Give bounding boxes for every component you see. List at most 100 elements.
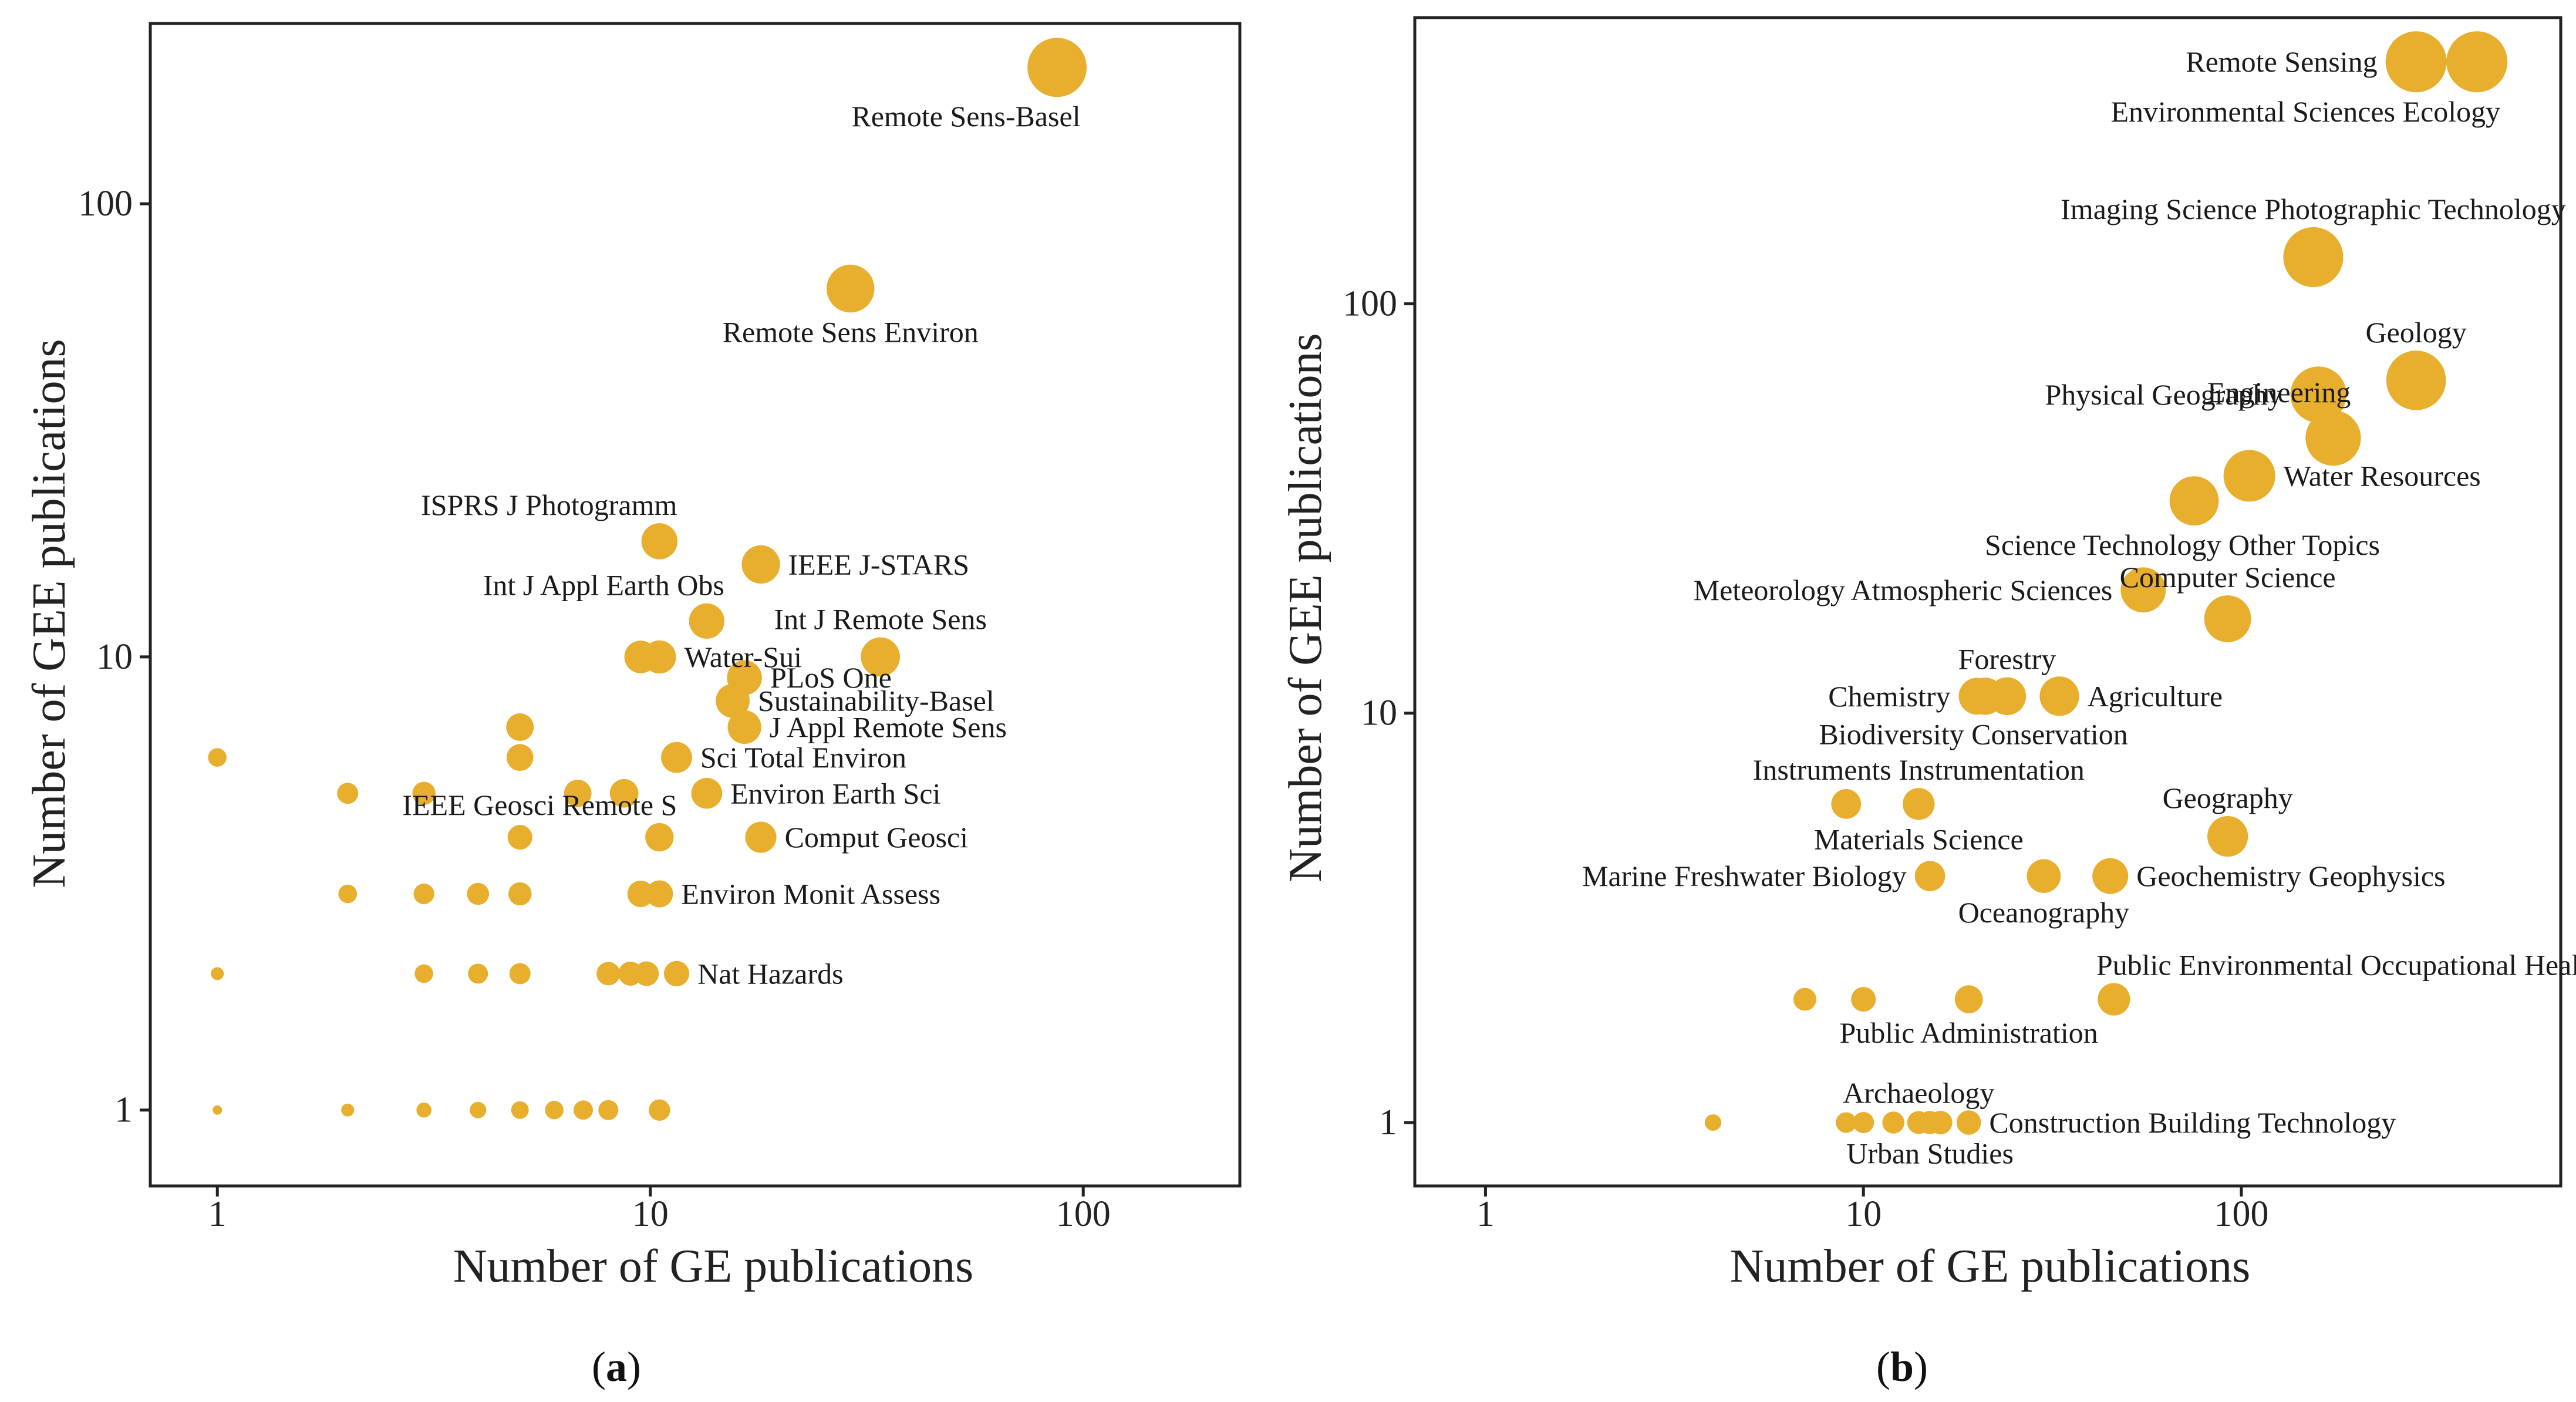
point-label-comput-geosci: Comput Geosci [785, 821, 968, 854]
point-label-archaeology: Archaeology [1843, 1077, 1994, 1110]
data-point-physical-geography [2290, 366, 2347, 423]
data-point-oceanography [2027, 859, 2061, 893]
data-point-environ-earth-sci [691, 777, 723, 809]
point-label-nat-hazards: Nat Hazards [697, 957, 844, 990]
panel-b-y-ticks: 1 10 100 [1343, 284, 1415, 1143]
panel-a-x-tick-label: 100 [1056, 1194, 1111, 1234]
data-point [609, 778, 639, 808]
panel-a-points [208, 38, 1087, 1121]
panel-b-y-tick-label: 100 [1343, 284, 1397, 323]
panel-a-x-tick-label: 10 [632, 1194, 669, 1234]
data-point [545, 1100, 564, 1120]
point-label-agriculture: Agriculture [2088, 680, 2223, 713]
point-label-int-j-remote-sens: Int J Remote Sens [774, 603, 986, 636]
data-point-imaging-science-photographic-technology [2283, 227, 2344, 287]
panel-b-x-ticks: 1 10 100 [1476, 1186, 2268, 1234]
point-label-sci-total-environ: Sci Total Environ [700, 741, 906, 774]
point-label-environmental-sciences-ecology: Environmental Sciences Ecology [2110, 95, 2500, 128]
point-label-construction-building-technology: Construction Building Technology [1989, 1106, 2396, 1139]
data-point-agriculture [2039, 676, 2079, 716]
point-label-forestry: Forestry [1958, 643, 2056, 676]
point-label-geochemistry-geophysics: Geochemistry Geophysics [2136, 860, 2445, 892]
panel-a-y-axis-label: Number of GEE publications [23, 339, 75, 888]
data-point [1831, 789, 1862, 819]
point-label-isprs-j-photogramm: ISPRS J Photogramm [421, 488, 677, 521]
data-point-sci-total-environ [661, 742, 692, 773]
data-point [574, 1100, 593, 1120]
data-point-computer-science [2204, 595, 2251, 642]
data-point-nat-hazards [663, 960, 690, 987]
point-label-biodiversity-conservation: Biodiversity Conservation [1819, 717, 2127, 750]
data-point-geology [2386, 350, 2446, 410]
data-point-int-j-appl-earth-obs [689, 603, 724, 639]
panel-b-x-axis-label: Number of GE publications [1730, 1241, 2250, 1292]
panel-b-x-tick-label: 1 [1476, 1194, 1495, 1234]
point-label-instruments-instrumentation: Instruments Instrumentation [1753, 753, 2085, 786]
panel-a-y-ticks: 1 10 100 [78, 184, 150, 1130]
data-point-geochemistry-geophysics [2092, 858, 2129, 894]
data-point [649, 1099, 670, 1121]
panel-a-plot-area [149, 22, 1242, 1188]
data-point [412, 781, 436, 806]
panel-a-x-axis-label: Number of GE publications [453, 1241, 973, 1292]
data-point-marine-freshwater-biology [1914, 861, 1946, 891]
point-label-geology: Geology [2366, 316, 2467, 349]
point-label-imaging-science-photographic-technology: Imaging Science Photographic Technology [2061, 193, 2566, 225]
data-point [1851, 987, 1876, 1012]
point-label-public-environmental-occupational-health: Public Environmental Occupational Health [2096, 948, 2576, 981]
data-point [509, 963, 531, 985]
panel-b-y-tick-label: 10 [1361, 693, 1397, 733]
data-point-remote-sens-environ [826, 264, 875, 313]
panel-b-point-labels: Remote Sensing Environmental Sciences Eco… [1582, 45, 2576, 1170]
data-point [413, 883, 434, 905]
data-point-meteorology-atmospheric-sciences [2120, 567, 2166, 613]
data-point-ieee-geosci-remote-s [645, 823, 674, 852]
data-point [627, 880, 654, 908]
point-label-chemistry: Chemistry [1828, 680, 1950, 713]
point-label-remote-sens-basel: Remote Sens-Basel [851, 100, 1080, 133]
data-point [211, 967, 224, 980]
panel-b-x-tick-label: 10 [1845, 1194, 1882, 1234]
point-label-j-appl-remote-sens: J Appl Remote Sens [770, 710, 1007, 743]
point-label-geography: Geography [2163, 781, 2293, 814]
data-point [507, 825, 532, 850]
data-point-water-resources [2223, 450, 2275, 502]
data-point-engineering [2305, 410, 2361, 466]
data-point [1836, 1112, 1857, 1133]
point-label-water-resources: Water Resources [2284, 459, 2481, 492]
point-label-sustainability-basel: Sustainability-Basel [758, 685, 994, 717]
data-point-remote-sens-basel [1027, 38, 1087, 97]
data-point-public-administration [1954, 985, 1983, 1013]
panel-b-caption: (b) [1876, 1343, 1928, 1390]
data-point [1705, 1114, 1722, 1131]
data-point [468, 963, 488, 984]
data-point [414, 964, 433, 983]
data-point [634, 961, 659, 986]
data-point [1928, 1110, 1953, 1135]
point-label-ieee-geosci-remote-s: IEEE Geosci Remote S [402, 788, 677, 821]
data-point [564, 779, 592, 807]
panel-b-y-tick-label: 1 [1379, 1103, 1397, 1143]
data-point-j-appl-remote-sens [727, 710, 761, 744]
data-point [338, 884, 358, 904]
data-point [337, 783, 359, 804]
point-label-environ-earth-sci: Environ Earth Sci [730, 777, 940, 810]
point-label-remote-sens-environ: Remote Sens Environ [723, 315, 979, 348]
data-point-sustainability-basel [716, 683, 750, 718]
data-point [208, 748, 227, 767]
data-point-ieee-j-stars [741, 545, 780, 584]
point-label-ieee-j-stars: IEEE J-STARS [788, 548, 970, 581]
data-point [416, 1102, 431, 1118]
point-label-oceanography: Oceanography [1958, 896, 2130, 929]
point-label-public-administration: Public Administration [1840, 1016, 2098, 1049]
data-point-biodiversity-conservation [1966, 678, 2004, 715]
point-label-computer-science: Computer Science [2120, 561, 2336, 594]
panel-b-plot-area [1413, 16, 2562, 1188]
data-point-environmental-sciences-ecology [2446, 31, 2508, 93]
data-point-public-environmental-occupational-health [2098, 983, 2130, 1016]
data-point [467, 882, 490, 905]
point-label-engineering: Engineering [2207, 376, 2351, 409]
data-point-isprs-j-photogramm [641, 523, 678, 560]
data-point [598, 1100, 619, 1120]
